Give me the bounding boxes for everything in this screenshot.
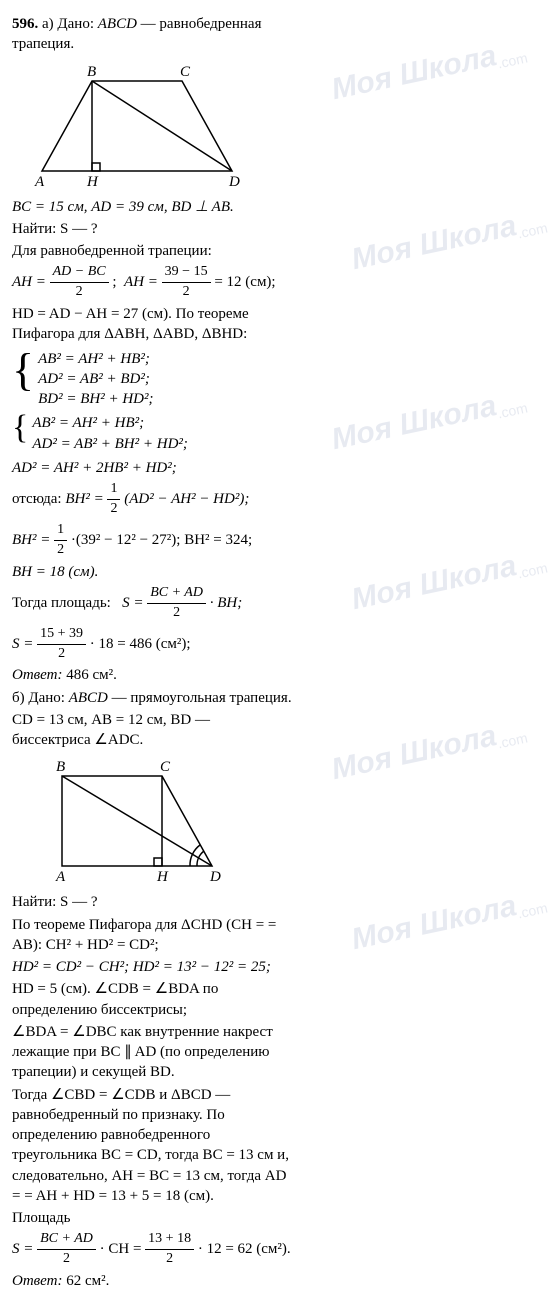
- svg-text:C: C: [160, 759, 171, 775]
- b-then: Площадь: [12, 1208, 292, 1228]
- solution-body: 596. а) Дано: ABCD — равнобедренная трап…: [12, 14, 292, 1291]
- system-1: { AB² = AH² + HB²; AD² = AB² + BD²; BD² …: [12, 349, 292, 410]
- svg-text:D: D: [228, 174, 240, 190]
- bh2-line: отсюда: BH² = 12 (AD² − AH² − HD²);: [12, 480, 292, 519]
- b-l3: HD = 5 (см). ∠CDB = ∠BDA по определению …: [12, 979, 292, 1020]
- ah-eq: AH = AD − BC2 ; AH = 39 − 152 = 12 (см);: [12, 263, 292, 302]
- watermark: Моя Школа.com: [348, 880, 550, 961]
- diagram-b: A H D B C: [32, 756, 242, 886]
- problem-header: 596. а) Дано: ABCD — равнобедренная трап…: [12, 14, 292, 55]
- answer-b: Ответ: 62 см².: [12, 1271, 292, 1291]
- data-b: CD = 13 см, AB = 12 см, BD — биссектриса…: [12, 710, 292, 751]
- svg-text:D: D: [209, 869, 221, 885]
- s-calc-a: S = 15 + 392 · 18 = 486 (см²);: [12, 625, 292, 664]
- bh2-calc: BH² = 12 ·(39² − 12² − 27²); BH² = 324;: [12, 521, 292, 560]
- svg-text:H: H: [156, 869, 169, 885]
- b-l1: По теореме Пифагора для ΔCHD (CH = = AB)…: [12, 915, 292, 956]
- b-l2: HD² = CD² − CH²; HD² = 13² − 12² = 25;: [12, 957, 292, 977]
- svg-text:B: B: [56, 759, 65, 775]
- given-b: б) Дано: ABCD — прямоугольная трапеция.: [12, 688, 292, 708]
- diagram-a: A H D B C: [32, 61, 252, 191]
- svg-text:A: A: [55, 869, 66, 885]
- watermark: Моя Школа.com: [328, 710, 530, 791]
- svg-text:C: C: [180, 64, 191, 80]
- b-l4: ∠BDA = ∠DBC как внутренние накрест лежащ…: [12, 1022, 292, 1083]
- shape-a: ABCD: [98, 16, 137, 32]
- ad2: AD² = AH² + 2HB² + HD²;: [12, 458, 292, 478]
- svg-text:B: B: [87, 64, 96, 80]
- line-a1: Для равнобедренной трапеции:: [12, 241, 292, 261]
- hd-line: HD = AD − AH = 27 (см). По теореме Пифаг…: [12, 304, 292, 345]
- then-a: Тогда площадь: S = BC + AD2 · BH;: [12, 584, 292, 623]
- data-a: BC = 15 см, AD = 39 см, BD ⊥ AB.: [12, 197, 292, 217]
- given-label-a: а) Дано:: [42, 16, 94, 32]
- answer-a: Ответ: 486 см².: [12, 665, 292, 685]
- s-calc-b: S = BC + AD2 · CH = 13 + 182 · 12 = 62 (…: [12, 1230, 292, 1269]
- bh-val: BH = 18 (см).: [12, 562, 292, 582]
- watermark: Моя Школа.com: [328, 380, 530, 461]
- find-a: Найти: S — ?: [12, 219, 292, 239]
- system-2: { AB² = AH² + HB²; AD² = AB² + BH² + HD²…: [12, 413, 292, 454]
- b-l5: Тогда ∠CBD = ∠CDB и ΔBCD — равнобедренны…: [12, 1085, 292, 1207]
- svg-text:H: H: [86, 174, 99, 190]
- watermark: Моя Школа.com: [348, 200, 550, 281]
- find-b: Найти: S — ?: [12, 892, 292, 912]
- problem-number: 596.: [12, 16, 38, 32]
- watermark: Моя Школа.com: [348, 540, 550, 621]
- svg-text:A: A: [34, 174, 45, 190]
- watermark: Моя Школа.com: [328, 30, 530, 111]
